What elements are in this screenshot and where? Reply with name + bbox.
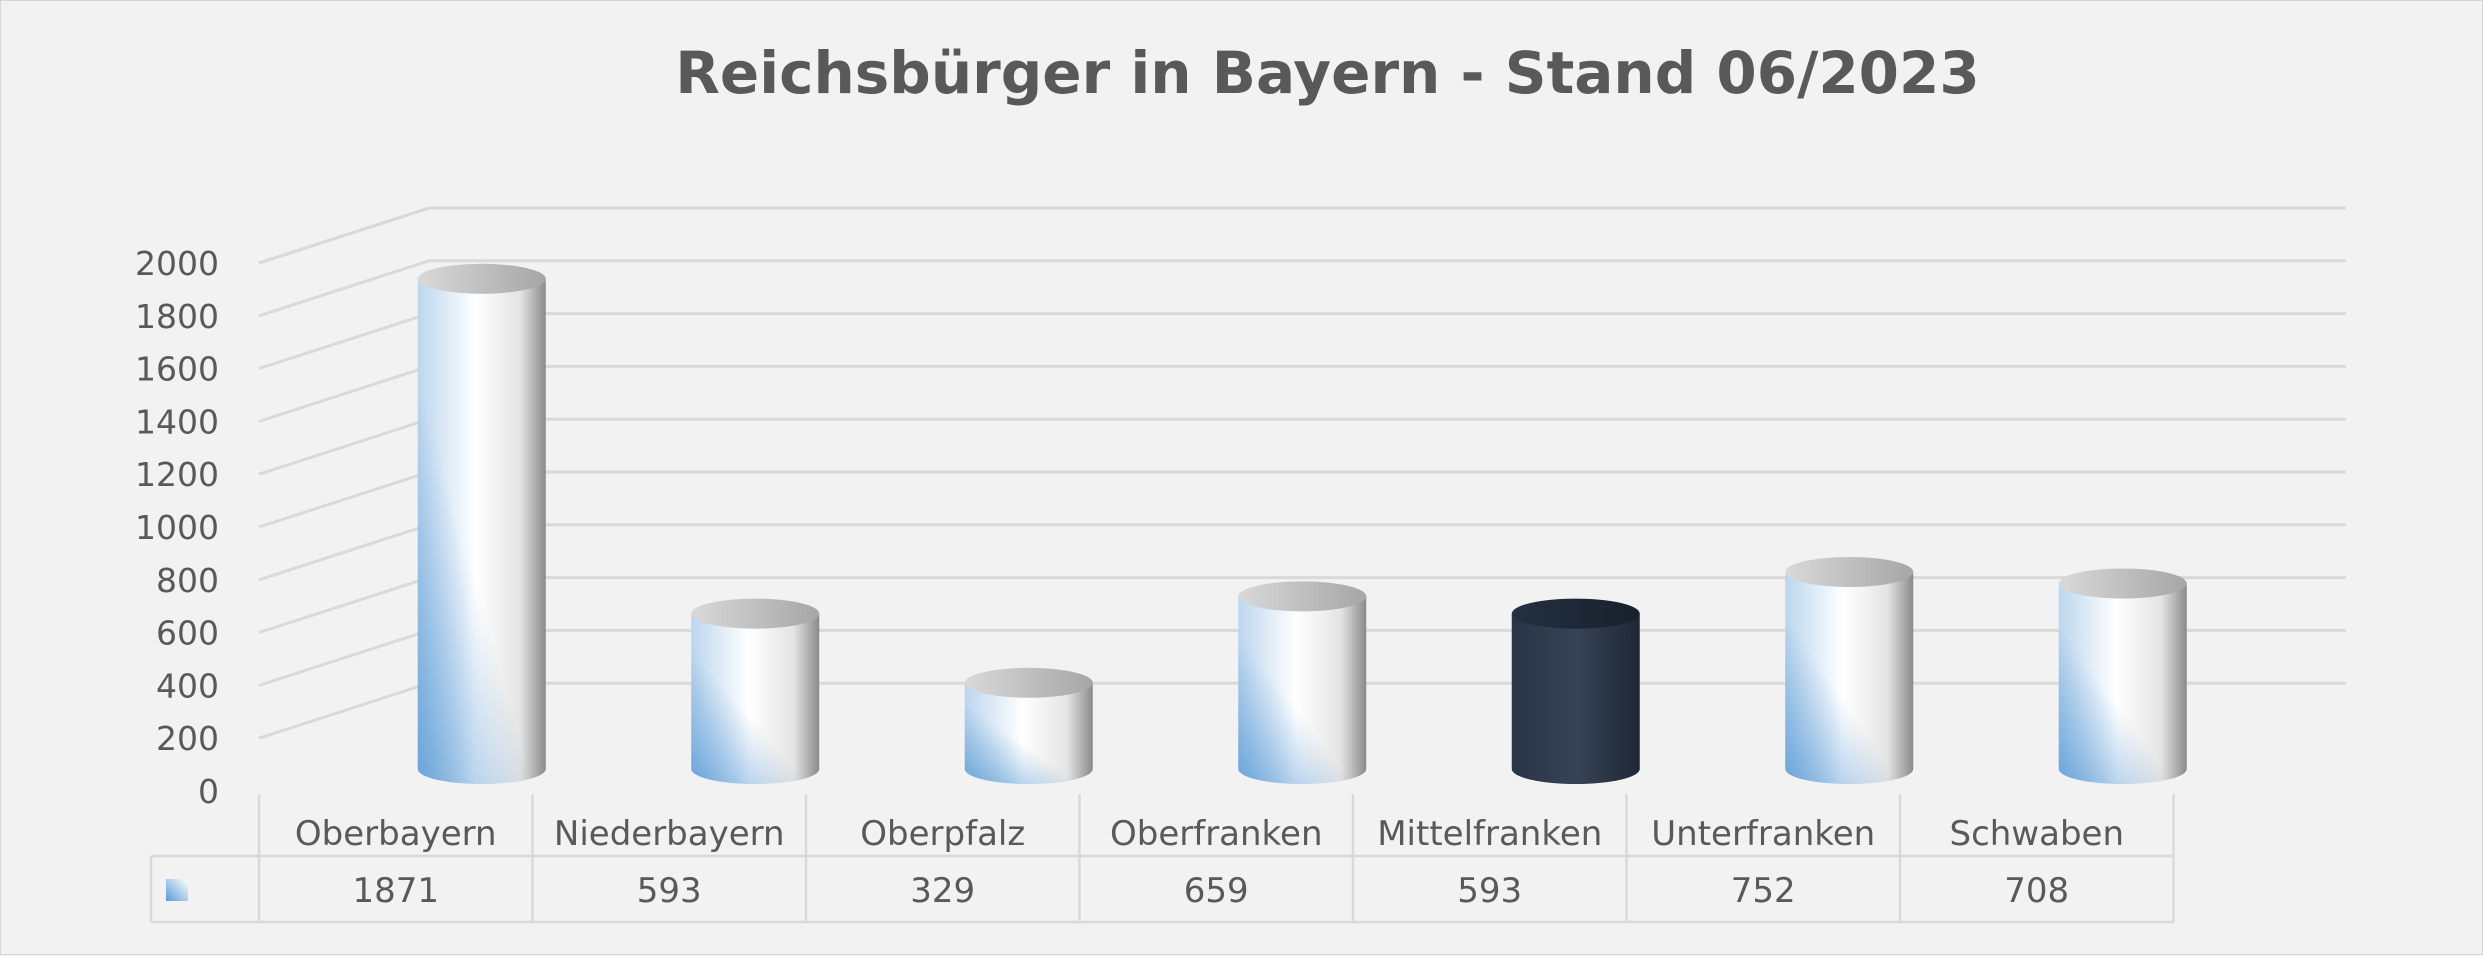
data-label: 593 bbox=[637, 871, 702, 911]
gridline bbox=[258, 206, 2346, 265]
bar bbox=[2058, 568, 2187, 785]
y-tick-label: 1400 bbox=[135, 402, 219, 441]
bar bbox=[417, 263, 546, 785]
category-label: Niederbayern bbox=[554, 814, 785, 854]
data-label: 708 bbox=[2004, 871, 2069, 911]
gridline bbox=[258, 470, 2346, 529]
y-tick-label: 1200 bbox=[135, 455, 219, 494]
y-tick-label: 200 bbox=[156, 719, 219, 758]
category-label: Oberfranken bbox=[1110, 814, 1323, 854]
data-label: 329 bbox=[910, 871, 975, 911]
category-label: Oberpfalz bbox=[860, 814, 1025, 854]
y-tick-label: 1000 bbox=[135, 508, 219, 547]
gridline bbox=[258, 417, 2346, 476]
data-label: 593 bbox=[1457, 871, 1522, 911]
data-label: 659 bbox=[1184, 871, 1249, 911]
category-label: Schwaben bbox=[1949, 814, 2124, 854]
y-tick-label: 1600 bbox=[135, 350, 219, 389]
y-tick-label: 1800 bbox=[135, 297, 219, 336]
y-tick-label: 400 bbox=[156, 666, 219, 705]
bar bbox=[1238, 581, 1367, 785]
category-label: Oberbayern bbox=[295, 814, 497, 854]
gridline bbox=[258, 523, 2346, 582]
y-tick-label: 600 bbox=[156, 614, 219, 653]
y-tick-label: 2000 bbox=[135, 244, 219, 283]
y-tick-label: 0 bbox=[198, 772, 219, 811]
bar bbox=[1785, 556, 1914, 785]
chart-title: Reichsbürger in Bayern - Stand 06/2023 bbox=[675, 39, 1980, 107]
bar bbox=[964, 667, 1093, 785]
gridline bbox=[258, 364, 2346, 423]
data-label: 1871 bbox=[352, 871, 439, 911]
bar bbox=[691, 598, 820, 785]
gridline bbox=[258, 312, 2346, 371]
category-label: Mittelfranken bbox=[1377, 814, 1602, 854]
gridline bbox=[258, 259, 2346, 318]
gridline bbox=[258, 206, 2346, 265]
data-label: 752 bbox=[1731, 871, 1796, 911]
series-legend-key bbox=[166, 879, 188, 901]
category-label: Unterfranken bbox=[1651, 814, 1875, 854]
bar bbox=[1511, 598, 1640, 785]
y-tick-label: 800 bbox=[156, 561, 219, 600]
